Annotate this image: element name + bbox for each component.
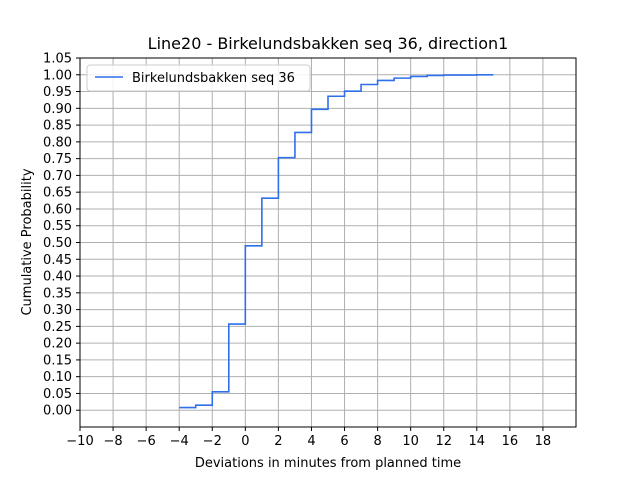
x-tick-label: 4 — [307, 434, 315, 449]
y-tick-label: 0.95 — [43, 85, 72, 100]
y-tick-label: 0.20 — [43, 337, 72, 352]
x-tick-label: −4 — [170, 434, 189, 449]
y-axis-title: Cumulative Probability — [20, 168, 35, 315]
y-tick-label: 0.80 — [43, 135, 72, 150]
y-tick-label: 0.85 — [43, 119, 72, 134]
chart-title: Line20 - Birkelundsbakken seq 36, direct… — [148, 34, 509, 53]
y-axis: 0.00 0.05 0.10 0.150.20 0.25 0.30 0.350.40 0.45… — [43, 52, 80, 419]
x-tick-label: 2 — [274, 434, 282, 449]
y-tick-label: 0.05 — [43, 387, 72, 402]
grid-layer — [79, 57, 576, 427]
y-tick-label: 1.05 — [43, 52, 72, 67]
series-line — [179, 73, 494, 409]
y-tick-label: 0.75 — [43, 152, 72, 167]
y-tick-label: 0.00 — [43, 404, 72, 419]
x-tick-label: −10 — [66, 434, 93, 449]
x-axis: −10 −8 −6 −4 −2 0 2 4 6 8 10 12 14 16 18 — [66, 427, 551, 449]
y-tick-label: 0.35 — [43, 286, 72, 301]
x-tick-label: −8 — [103, 434, 122, 449]
y-tick-label: 0.90 — [43, 102, 72, 117]
y-tick-label: 1.00 — [43, 68, 72, 83]
legend-label: Birkelundsbakken seq 36 — [132, 71, 295, 86]
x-tick-label: 8 — [373, 434, 381, 449]
y-tick-label: 0.40 — [43, 270, 72, 285]
y-tick-label: 0.65 — [43, 186, 72, 201]
x-tick-label: 16 — [502, 434, 519, 449]
y-tick-label: 0.25 — [43, 320, 72, 335]
series-layer — [179, 73, 494, 409]
x-tick-label: 10 — [402, 434, 419, 449]
x-tick-label: 18 — [535, 434, 552, 449]
x-tick-label: 6 — [340, 434, 348, 449]
x-tick-label: 12 — [435, 434, 452, 449]
y-tick-label: 0.15 — [43, 353, 72, 368]
y-tick-label: 0.55 — [43, 219, 72, 234]
y-tick-label: 0.30 — [43, 303, 72, 318]
y-tick-label: 0.60 — [43, 202, 72, 217]
x-tick-label: 0 — [241, 434, 249, 449]
x-tick-label: −6 — [137, 434, 156, 449]
y-tick-label: 0.10 — [43, 370, 72, 385]
x-tick-label: −2 — [203, 434, 222, 449]
y-tick-label: 0.70 — [43, 169, 72, 184]
x-tick-label: 14 — [469, 434, 486, 449]
y-tick-label: 0.45 — [43, 253, 72, 268]
legend: Birkelundsbakken seq 36 — [86, 64, 311, 92]
y-tick-label: 0.50 — [43, 236, 72, 251]
x-axis-title: Deviations in minutes from planned time — [195, 456, 461, 471]
legend-box — [86, 64, 311, 92]
